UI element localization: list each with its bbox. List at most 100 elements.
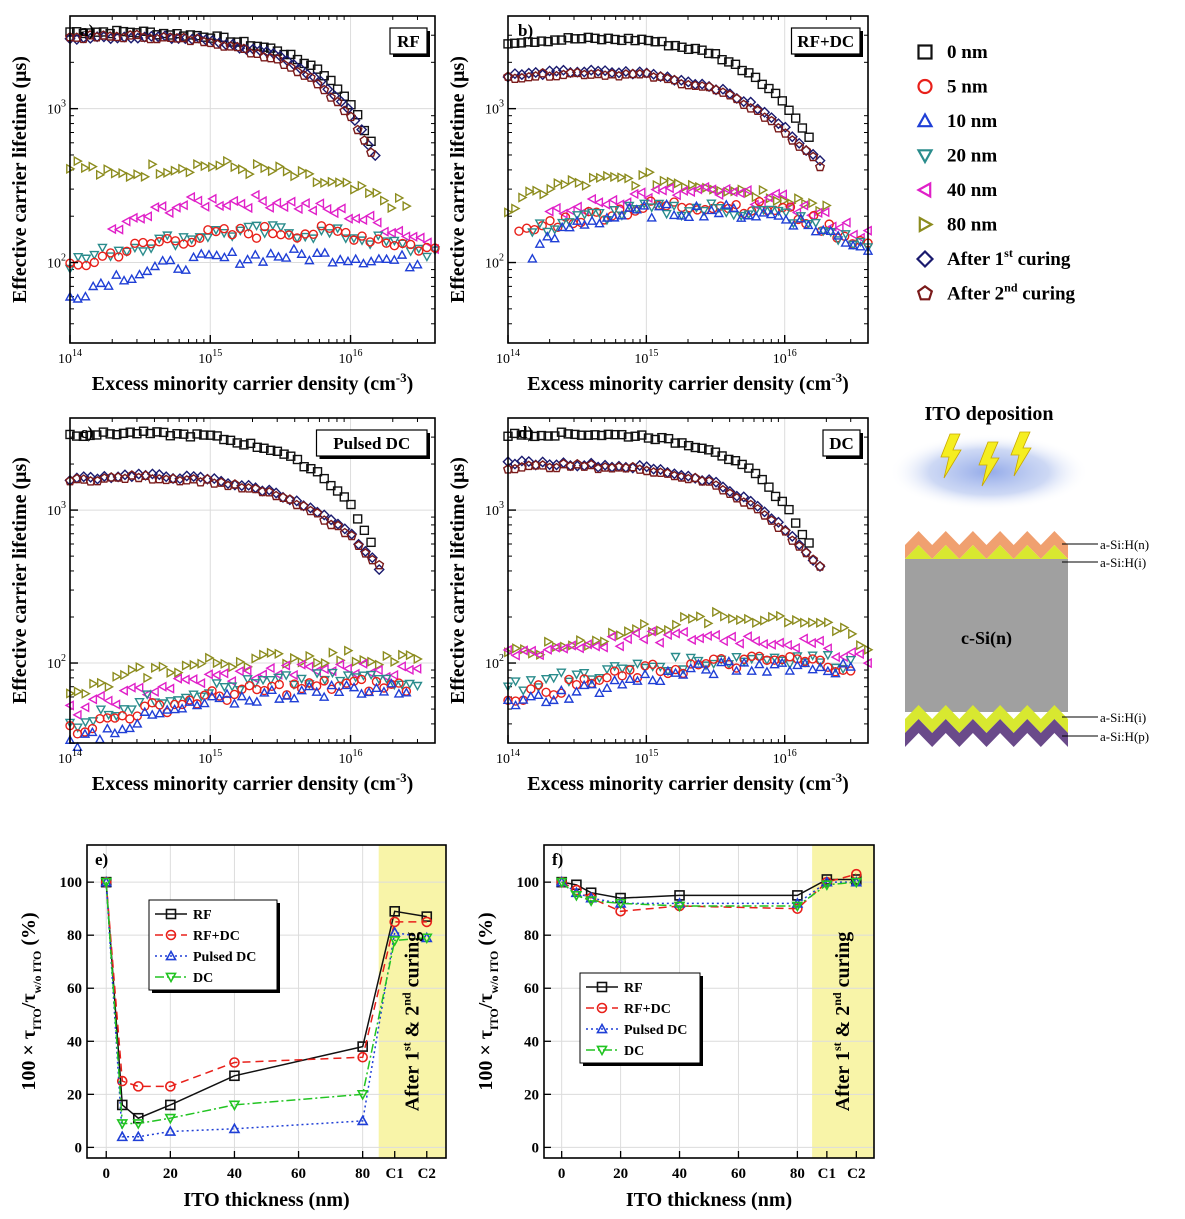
y-axis-label: Effective carrier lifetime (μs) [9,457,31,704]
data-point [172,429,182,439]
data-point [699,181,710,193]
data-point [300,197,310,209]
y-tick-label: 40 [524,1034,539,1050]
data-point [814,155,826,167]
legend-label: DC [624,1044,644,1059]
data-point [314,198,325,209]
data-point [366,147,377,157]
data-point [586,678,597,689]
plot-frame [69,15,436,344]
data-point [564,222,575,232]
data-point [87,717,99,727]
data-point [389,236,400,247]
data-point [653,199,665,210]
data-point [365,670,377,681]
data-point [137,247,149,257]
data-point [178,32,189,43]
data-point [252,158,263,170]
data-point [530,431,540,442]
data-point [551,202,561,214]
data-point [387,202,397,214]
data-point [527,253,538,263]
plot-frame [86,844,447,1159]
data-point [855,232,865,243]
data-point [265,676,276,686]
series-line [561,881,857,907]
series-40-nm [64,658,422,721]
plot-frame [507,417,869,744]
data-point [117,723,128,734]
data-point [284,494,295,504]
legend-marker [596,981,608,993]
data-point [373,675,385,685]
data-point [311,686,322,696]
data-point [662,629,672,641]
data-point [549,233,560,243]
legend-marker [165,949,177,961]
data-point [382,650,393,662]
data-point [170,165,181,176]
data-point [328,647,338,658]
layer-a-si-h-n [905,531,1068,559]
data-point [95,277,107,288]
data-point [205,652,215,664]
data-point [593,197,604,208]
data-point [389,906,401,917]
data-point [607,194,618,206]
data-point [525,186,535,197]
y-axis-label: 100 × τITO/τw/o ITO (%) [475,912,501,1090]
data-point [550,35,560,45]
data-point [571,670,582,680]
series-dc [555,877,863,913]
data-point [244,680,255,691]
plot-frame [69,417,436,744]
data-point [807,554,819,566]
data-point [322,83,334,95]
data-point [772,195,783,207]
data-point [381,253,392,264]
data-point [641,68,652,78]
data-point [356,124,368,136]
series-after-2nd-curing [64,29,377,157]
data-point [206,691,218,701]
y-tick-label: 100 [517,875,540,891]
y-tick-label: 102 [47,653,66,672]
data-point [245,168,255,180]
data-point [140,701,150,711]
data-point [286,49,296,60]
data-point [654,637,664,648]
data-point [345,111,357,122]
data-point [601,682,613,692]
data-point [808,617,818,628]
data-point [332,224,343,234]
data-point [814,635,824,646]
data-point [787,135,798,145]
data-point [212,657,223,669]
data-point [356,236,368,246]
data-point [627,461,638,472]
data-point [615,892,626,904]
data-point [188,251,199,262]
data-point [650,184,660,195]
data-point [591,207,602,217]
data-point [118,167,128,179]
data-point [816,617,826,629]
data-point [698,211,710,221]
tag-box [790,27,861,55]
x-tick-label: 1014 [58,348,82,367]
data-point [666,176,677,188]
data-point [585,896,598,907]
data-point [616,210,628,220]
series-0-nm [65,426,376,548]
data-point [724,89,735,100]
data-point [526,645,536,657]
data-point [784,665,795,675]
data-point [750,211,762,221]
data-point [279,449,289,459]
data-point [784,617,794,628]
data-point [281,671,292,681]
data-point [121,216,131,227]
data-point [716,653,726,664]
x-tick-label: 1015 [634,348,658,367]
data-point [257,195,267,207]
